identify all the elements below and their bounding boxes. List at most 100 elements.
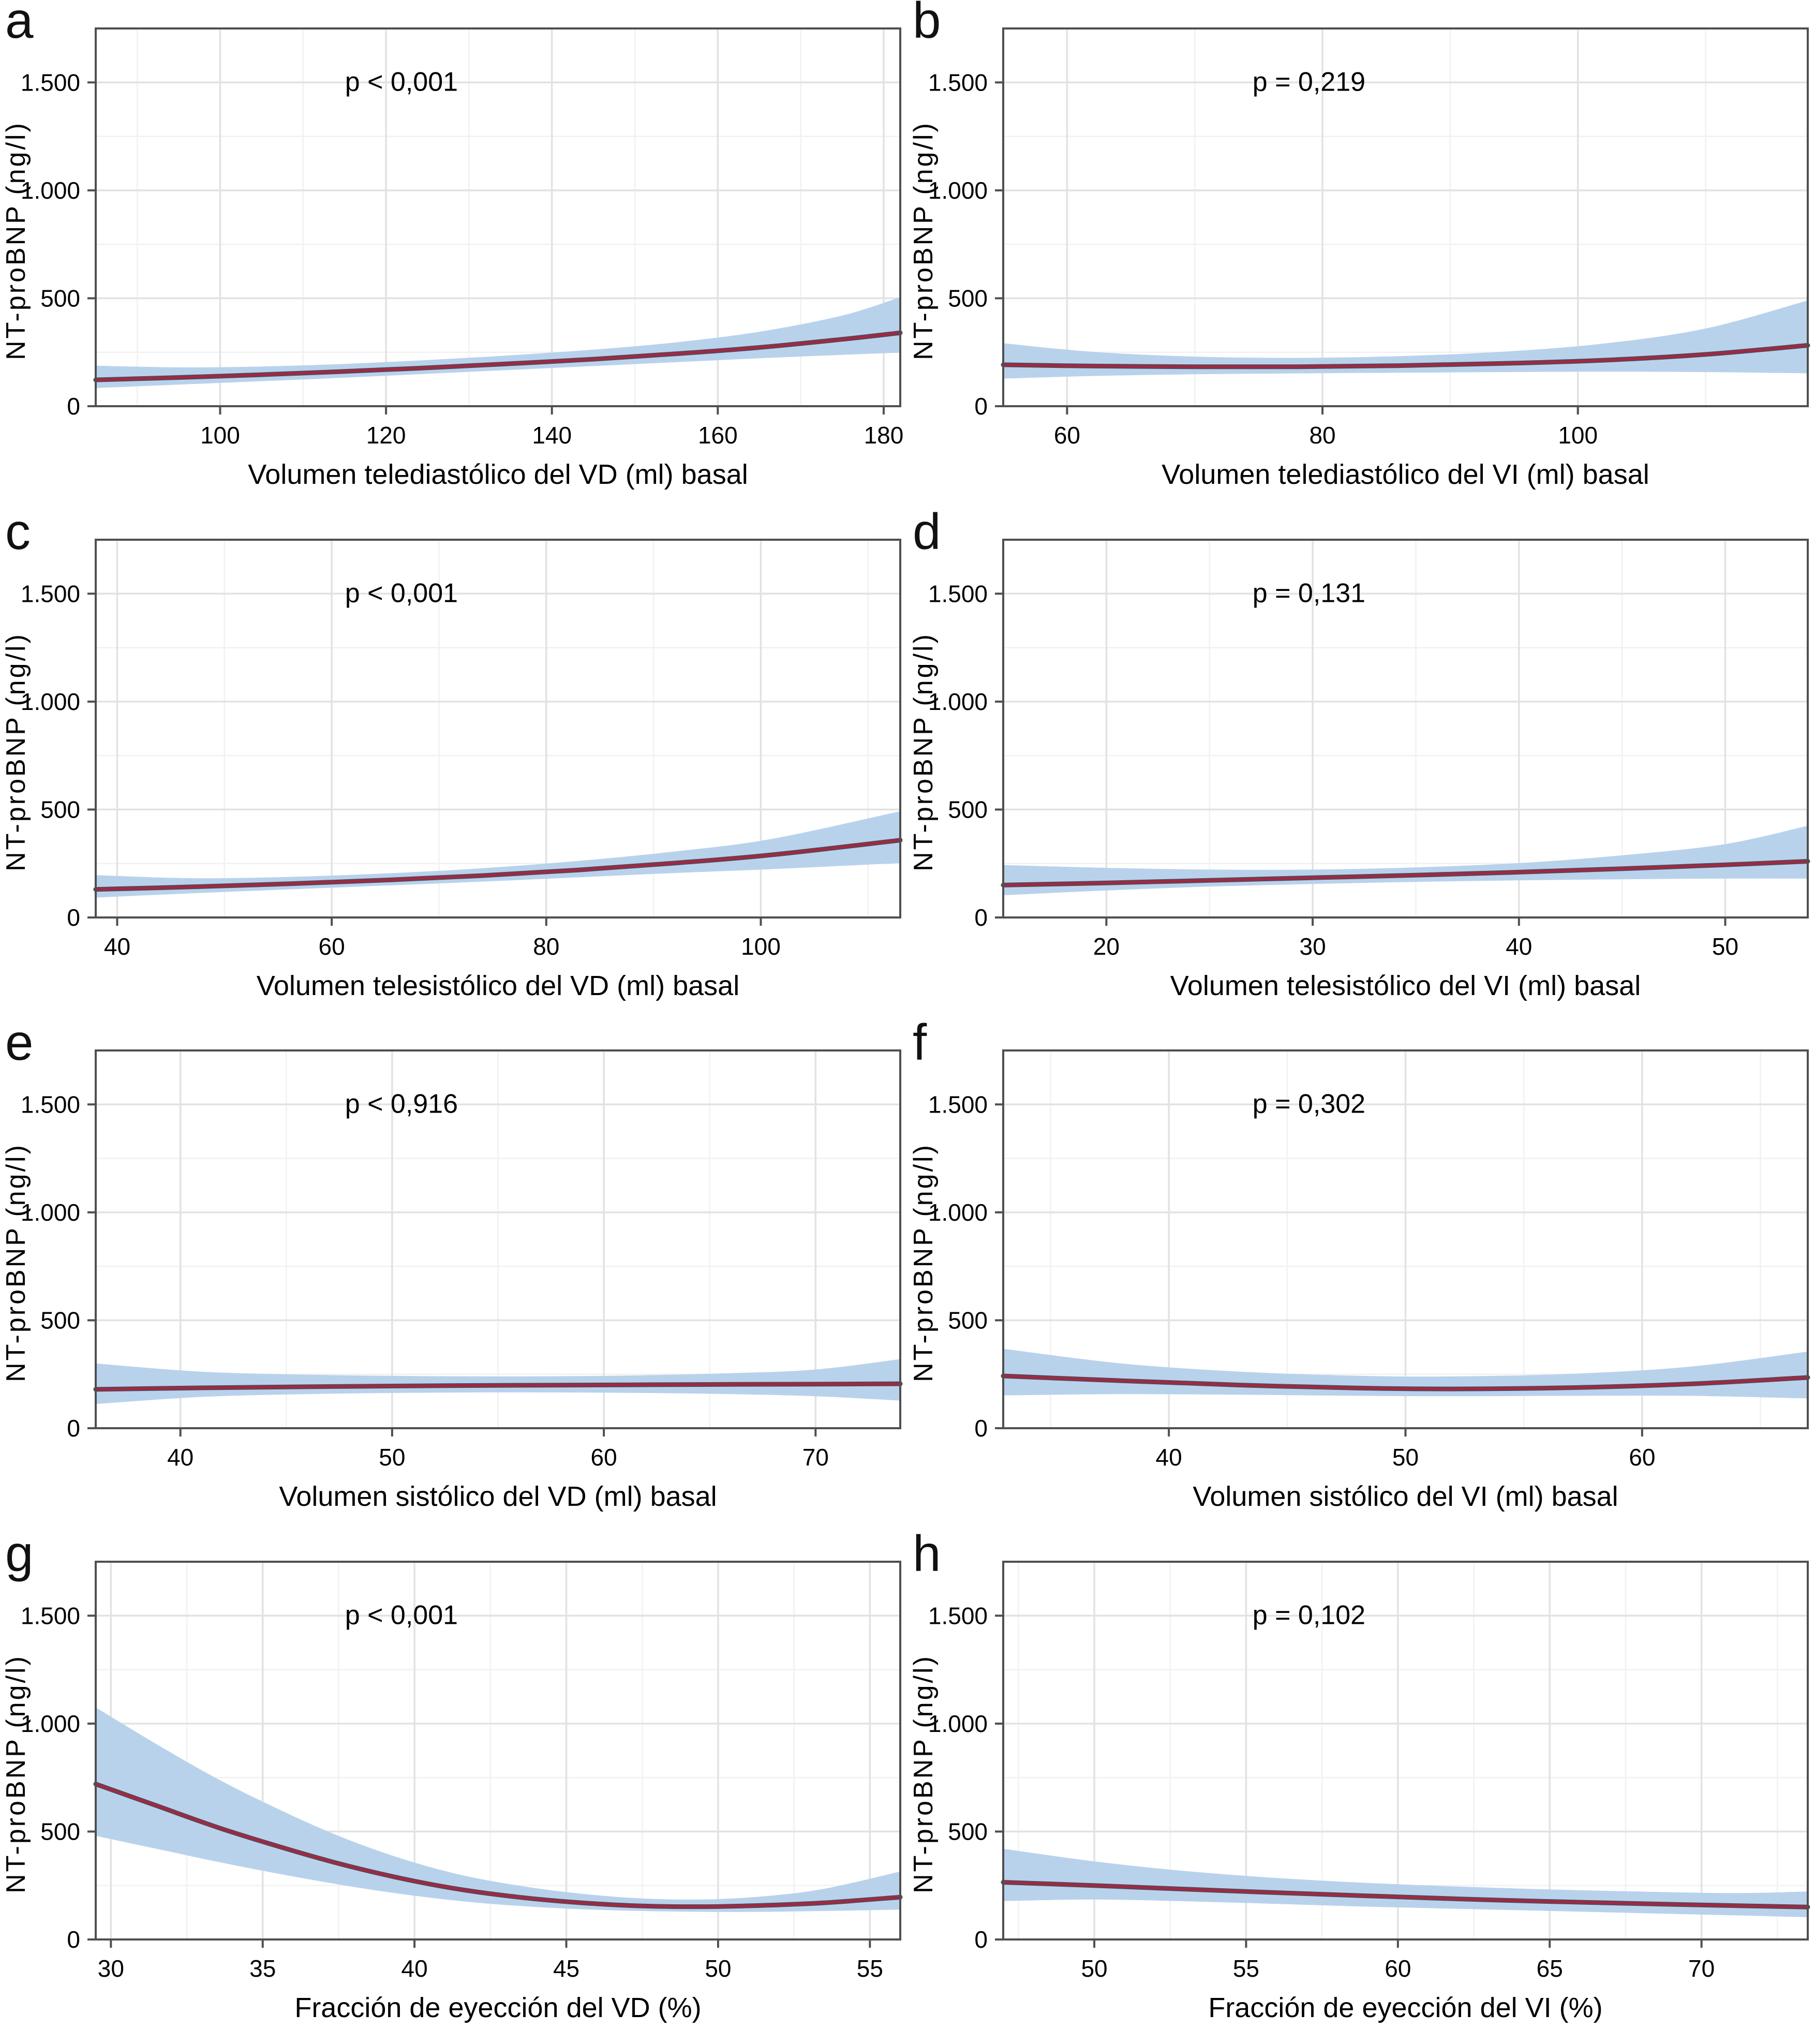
plot-e: 0 500 1.000 1.500 40 50 60 70 p < 0,916 Volumen s… — [1, 1049, 903, 1512]
x-tick-label: 60 — [591, 1444, 617, 1471]
x-tick-label: 40 — [104, 933, 130, 960]
y-tick-label: 1.000 — [21, 1710, 80, 1737]
panel-border — [95, 538, 901, 919]
plot-c: 0 500 1.000 1.500 40 60 80 100 p < 0,001 Volumen … — [1, 538, 903, 1001]
x-tick-label: 50 — [1392, 1444, 1419, 1471]
x-axis-title: Volumen sistólico del VI (ml) basal — [1193, 1481, 1618, 1512]
y-tick-label: 1.500 — [21, 69, 80, 96]
plot-a: 0 500 1.000 1.500 100 120 140 160 180 p < 0,001 Vo… — [1, 27, 904, 490]
panel-border — [95, 27, 901, 407]
p-value-label: p = 0,302 — [1253, 1089, 1365, 1119]
plot-g: 0 500 1.000 1.500 30 35 40 45 50 55 p < 0,001 Fracc… — [1, 1560, 903, 2023]
panel-letter-h: h — [913, 1524, 941, 1582]
panel-e: e 0 500 1.000 1.500 40 50 60 70 p < 0,916 Volumen… — [0, 1014, 908, 1533]
x-tick-label: 180 — [864, 422, 904, 449]
y-tick-label: 0 — [974, 1926, 988, 1953]
x-tick-label: 40 — [401, 1955, 428, 1982]
panel-letter-f: f — [913, 1014, 927, 1071]
y-tick-label: 500 — [40, 1818, 80, 1845]
regression-line — [94, 331, 902, 382]
x-tick-label: 80 — [1309, 422, 1335, 449]
y-tick-label: 0 — [974, 393, 988, 420]
p-value-label: p < 0,001 — [345, 67, 458, 97]
regression-line — [94, 838, 902, 891]
y-axis-title: NT-proBNP (ng/l) — [1, 1654, 31, 1893]
confidence-band — [1003, 825, 1808, 895]
x-tick-label: 65 — [1537, 1955, 1563, 1982]
y-tick-label: 0 — [974, 904, 988, 931]
x-tick-label: 140 — [532, 422, 572, 449]
x-tick-label: 80 — [533, 933, 559, 960]
x-tick-label: 55 — [1233, 1955, 1259, 1982]
plot-f: 0 500 1.000 1.500 40 50 60 p = 0,302 Volumen sis… — [909, 1049, 1810, 1512]
y-tick-label: 1.000 — [928, 1710, 988, 1737]
x-tick-label: 20 — [1093, 933, 1120, 960]
x-tick-label: 100 — [1558, 422, 1598, 449]
panel-letter-b: b — [913, 0, 941, 49]
regression-line — [1002, 344, 1809, 368]
plot-h: 0 500 1.000 1.500 50 55 60 65 70 p = 0,102 Fracció… — [909, 1560, 1810, 2023]
plot-b: 0 500 1.000 1.500 60 80 100 p = 0,219 Volumen te… — [909, 27, 1810, 490]
y-tick-label: 500 — [948, 1818, 988, 1845]
x-tick-label: 100 — [200, 422, 240, 449]
y-axis-title: NT-proBNP (ng/l) — [909, 121, 939, 360]
panel-border — [1002, 1560, 1809, 1941]
p-value-label: p < 0,001 — [345, 1600, 458, 1630]
x-tick-label: 50 — [1081, 1955, 1107, 1982]
x-tick-label: 60 — [1385, 1955, 1411, 1982]
y-tick-label: 500 — [948, 285, 988, 312]
y-tick-label: 1.500 — [928, 69, 988, 96]
y-tick-label: 500 — [40, 796, 80, 823]
x-tick-label: 55 — [857, 1955, 883, 1982]
confidence-band — [96, 1707, 900, 1912]
x-axis-title: Fracción de eyección del VI (%) — [1208, 1992, 1602, 2023]
confidence-band — [96, 1359, 900, 1404]
p-value-label: p = 0,131 — [1253, 578, 1365, 608]
x-tick-label: 50 — [379, 1444, 405, 1471]
x-axis-title: Volumen telediastólico del VD (ml) basal — [248, 459, 748, 490]
y-tick-label: 1.000 — [928, 688, 988, 715]
regression-line — [94, 1782, 902, 1908]
x-axis-title: Volumen telesistólico del VD (ml) basal — [257, 970, 739, 1001]
y-tick-label: 500 — [948, 796, 988, 823]
p-value-label: p = 0,102 — [1253, 1600, 1365, 1630]
y-tick-label: 500 — [40, 285, 80, 312]
y-tick-label: 500 — [948, 1307, 988, 1334]
panel-letter-g: g — [5, 1524, 34, 1582]
panel-a: a 0 500 1.000 1.500 100 120 140 160 180 p < 0,001… — [0, 0, 908, 511]
y-tick-label: 1.500 — [928, 580, 988, 607]
y-tick-label: 1.500 — [21, 580, 80, 607]
panel-letter-d: d — [913, 502, 941, 560]
y-tick-label: 1.000 — [928, 177, 988, 204]
panel-border — [1002, 27, 1809, 407]
panel-border — [95, 1049, 901, 1429]
y-tick-label: 0 — [67, 1926, 80, 1953]
x-tick-label: 70 — [1688, 1955, 1715, 1982]
y-tick-label: 0 — [974, 1415, 988, 1442]
x-tick-label: 30 — [1299, 933, 1326, 960]
x-tick-label: 35 — [249, 1955, 276, 1982]
y-axis-title: NT-proBNP (ng/l) — [909, 1654, 939, 1893]
y-axis-title: NT-proBNP (ng/l) — [909, 632, 939, 871]
y-tick-label: 1.500 — [928, 1602, 988, 1629]
regression-line — [94, 1382, 902, 1391]
x-tick-label: 40 — [167, 1444, 194, 1471]
plot-background — [96, 1561, 900, 1939]
y-tick-label: 0 — [67, 904, 80, 931]
p-value-label: p < 0,916 — [345, 1089, 458, 1119]
panel-letter-e: e — [5, 1014, 34, 1071]
y-axis-title: NT-proBNP (ng/l) — [909, 1143, 939, 1382]
x-tick-label: 40 — [1506, 933, 1532, 960]
y-tick-label: 1.500 — [928, 1091, 988, 1118]
x-tick-label: 40 — [1156, 1444, 1182, 1471]
x-tick-label: 60 — [1054, 422, 1080, 449]
p-value-label: p = 0,219 — [1253, 67, 1365, 97]
y-axis-title: NT-proBNP (ng/l) — [1, 121, 31, 360]
plot-d: 0 500 1.000 1.500 20 30 40 50 p = 0,131 Volumen t… — [909, 538, 1810, 1001]
y-tick-label: 1.500 — [21, 1091, 80, 1118]
x-axis-title: Volumen telediastólico del VI (ml) basal — [1162, 459, 1649, 490]
panel-b: b 0 500 1.000 1.500 60 80 100 p = 0,219 Volumen … — [908, 0, 1815, 511]
y-tick-label: 1.500 — [21, 1602, 80, 1629]
panel-c: c 0 500 1.000 1.500 40 60 80 100 p < 0,001 Volume… — [0, 503, 908, 1023]
